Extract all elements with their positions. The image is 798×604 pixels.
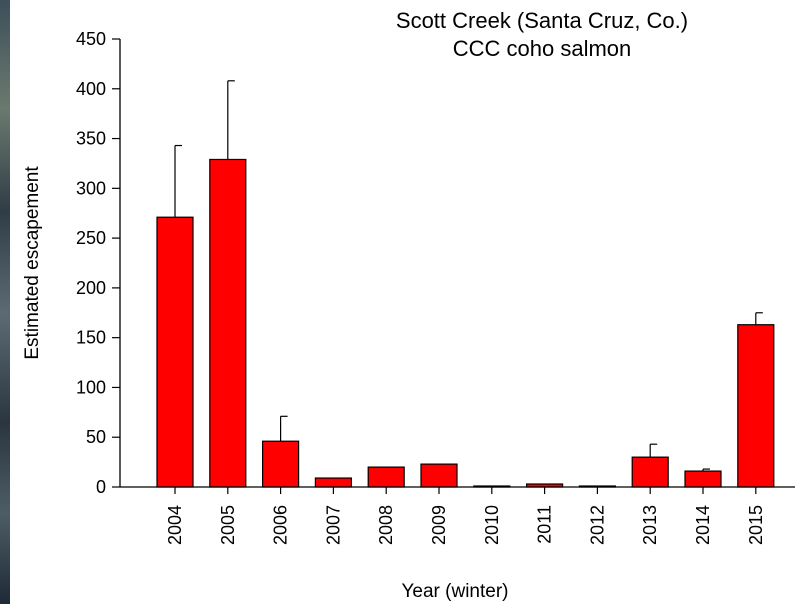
error-bar-2004 — [174, 144, 182, 218]
error-bar-2015 — [755, 312, 763, 325]
x-tick-label-2009: 2009 — [429, 505, 449, 545]
bar-2015 — [737, 324, 775, 488]
error-bar-2005 — [227, 80, 235, 160]
y-tick-label-150: 150 — [76, 328, 106, 348]
y-tick-label-200: 200 — [76, 278, 106, 298]
axes: 0 50 100 150 200 250 300 350 400 450 2004 2005 2006 2… — [76, 29, 795, 545]
y-tick-label-50: 50 — [86, 427, 106, 447]
x-tick-label-2011: 2011 — [535, 505, 555, 544]
bar-2004 — [156, 216, 194, 488]
x-tick-label-2012: 2012 — [587, 505, 607, 545]
error-bar-2013 — [649, 443, 658, 458]
y-tick-label-400: 400 — [76, 79, 106, 99]
error-bars — [174, 80, 763, 472]
y-tick-label-300: 300 — [76, 178, 106, 198]
y-tick-label-100: 100 — [76, 377, 106, 397]
y-tick-label-350: 350 — [76, 129, 106, 149]
y-tick-label-250: 250 — [76, 228, 106, 248]
bar-2013 — [631, 456, 669, 488]
bars — [156, 158, 775, 488]
x-tick-label-2006: 2006 — [271, 505, 291, 545]
x-tick-label-2008: 2008 — [376, 505, 396, 545]
x-axis-title: Year (winter) — [401, 581, 508, 602]
chart-title-line-1: Scott Creek (Santa Cruz, Co.) — [396, 8, 688, 33]
x-tick-label-2010: 2010 — [482, 505, 502, 545]
bar-2008 — [367, 466, 405, 488]
y-axis-title: Estimated escapement — [22, 166, 43, 360]
bar-2014 — [684, 470, 722, 488]
x-tick-label-2005: 2005 — [218, 505, 238, 545]
bar-2007 — [314, 477, 352, 488]
x-tick-label-2014: 2014 — [693, 505, 713, 545]
bar-2005 — [209, 158, 247, 488]
bar-2009 — [420, 463, 458, 488]
y-tick-label-450: 450 — [76, 29, 106, 49]
y-tick-label-0: 0 — [96, 477, 106, 497]
background-image-strip — [0, 0, 10, 604]
x-tick-label-2004: 2004 — [165, 505, 185, 545]
chart-title-line-2: CCC coho salmon — [453, 36, 632, 61]
error-bar-2014 — [702, 468, 710, 472]
x-tick-label-2015: 2015 — [746, 505, 766, 545]
chart-title: Scott Creek (Santa Cruz, Co.) CCC coho s… — [396, 8, 688, 61]
bar-2006 — [262, 440, 300, 488]
x-tick-label-2007: 2007 — [323, 505, 343, 545]
x-tick-label-2013: 2013 — [640, 505, 660, 545]
error-bar-2006 — [280, 415, 288, 442]
